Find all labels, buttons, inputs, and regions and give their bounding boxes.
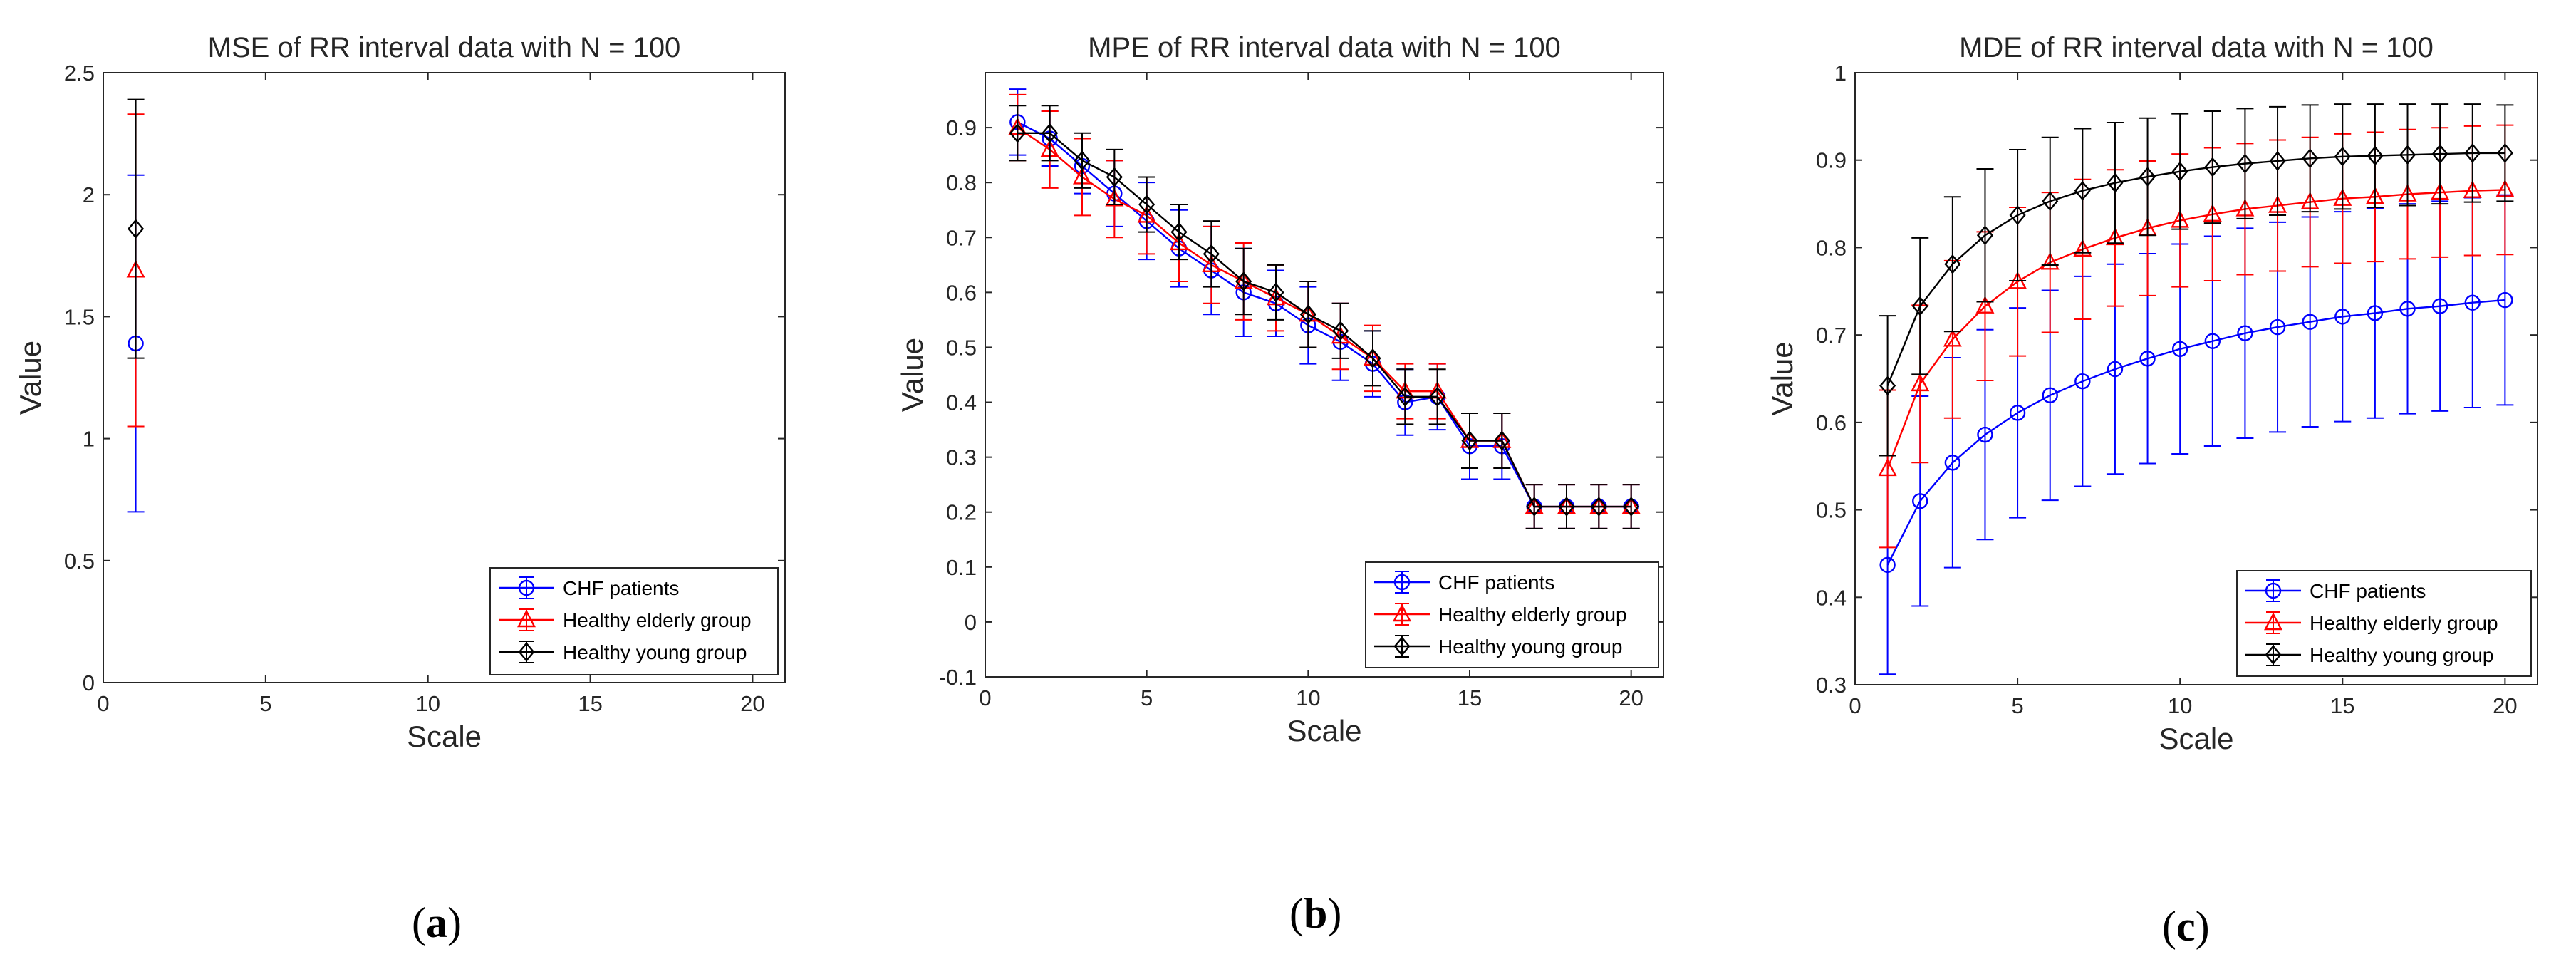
legend-label: Healthy elderly group	[1438, 603, 1627, 626]
y-tick-label: 2	[83, 182, 95, 207]
y-tick-label: 2.5	[64, 61, 95, 86]
x-tick-label: 0	[97, 691, 109, 716]
legend-label: Healthy elderly group	[563, 609, 752, 631]
legend-label: CHF patients	[2310, 580, 2426, 602]
y-tick-label: 0.4	[946, 390, 977, 415]
y-tick-label: 0.7	[1816, 323, 1847, 348]
chart-panel-a: 0 5 10 15 20 0 0.5 1 1.5 2 2.5 MSE of RR interval d…	[14, 32, 785, 946]
y-tick-label: 0.5	[1816, 498, 1847, 523]
legend-label: Healthy young group	[563, 641, 747, 663]
x-tick-label: 10	[2168, 693, 2192, 718]
y-tick-label: 0.1	[946, 555, 977, 580]
y-axis-label: Value	[1765, 341, 1799, 415]
legend-label: Healthy elderly group	[2310, 612, 2498, 634]
y-axis-label: Value	[14, 341, 47, 415]
chart-panel-c: 0 5 10 15 20 0.3 0.4 0.5 0.6 0.7 0.8 0.9 1 MDE of RR …	[1765, 32, 2538, 950]
panel-caption: (a)	[412, 899, 462, 946]
y-axis-label: Value	[895, 338, 929, 412]
x-tick-label: 5	[259, 691, 271, 716]
panel-caption: (c)	[2162, 903, 2210, 950]
y-tick-label: 0.6	[946, 280, 977, 305]
x-axis-label: Scale	[1287, 714, 1361, 747]
chart-panel-b: 0 5 10 15 20-0.100.10.20.30.40.50.60.70.80.9…	[895, 32, 1663, 937]
chart-title: MDE of RR interval data with N = 100	[1959, 32, 2434, 63]
x-tick-label: 10	[1296, 685, 1320, 710]
legend-label: Healthy young group	[2310, 644, 2493, 666]
y-tick-label: 0.3	[1816, 673, 1847, 698]
legend-label: CHF patients	[563, 577, 679, 599]
y-tick-label: 0.5	[64, 549, 95, 574]
figure-canvas: 0 5 10 15 2000.511.522.5MSE of RR interval d…	[0, 0, 2576, 974]
x-tick-label: 0	[1849, 693, 1861, 718]
x-axis-label: Scale	[2159, 722, 2233, 755]
y-tick-label: 0.3	[946, 445, 977, 470]
x-axis-label: Scale	[407, 720, 482, 753]
y-tick-label: 0.7	[946, 225, 977, 250]
chart-title: MSE of RR interval data with N = 100	[208, 32, 681, 63]
y-tick-label: 0	[83, 670, 95, 695]
y-tick-label: 0.5	[946, 335, 977, 360]
y-tick-label: 0.9	[946, 115, 977, 140]
legend-label: CHF patients	[1438, 571, 1554, 594]
x-tick-label: 10	[415, 691, 440, 716]
x-tick-label: 15	[578, 691, 602, 716]
y-tick-label: 0.6	[1816, 410, 1847, 435]
y-tick-label: 0.9	[1816, 148, 1847, 173]
y-tick-label: 0	[965, 610, 977, 635]
y-tick-label: 0.8	[946, 170, 977, 195]
y-tick-label: 0.4	[1816, 585, 1847, 610]
chart-title: MPE of RR interval data with N = 100	[1088, 32, 1561, 63]
x-tick-label: 20	[740, 691, 764, 716]
panel-caption-letter: a	[426, 899, 447, 946]
panel-caption-letter: c	[2176, 903, 2196, 950]
x-tick-label: 20	[2493, 693, 2517, 718]
x-tick-label: 0	[979, 685, 991, 710]
legend: CHF patients Healthy elderly group Healthy…	[1366, 562, 1658, 668]
panel-caption: (b)	[1289, 890, 1341, 937]
panel-caption-letter: b	[1304, 890, 1327, 937]
x-tick-label: 5	[2011, 693, 2023, 718]
x-tick-label: 15	[2330, 693, 2354, 718]
y-tick-label: 1.5	[64, 304, 95, 329]
legend: CHF patients Healthy elderly group Healthy…	[2237, 571, 2531, 676]
x-tick-label: 20	[1619, 685, 1643, 710]
y-tick-label: 1	[1834, 61, 1847, 86]
y-tick-label: 0.2	[946, 500, 977, 525]
y-tick-label: 0.8	[1816, 235, 1847, 260]
x-tick-label: 5	[1141, 685, 1153, 710]
x-tick-label: 15	[1458, 685, 1482, 710]
y-tick-label: 1	[83, 427, 95, 452]
legend-label: Healthy young group	[1438, 636, 1622, 658]
y-tick-label: -0.1	[939, 665, 977, 690]
legend: CHF patients Healthy elderly group Healthy…	[490, 568, 778, 675]
